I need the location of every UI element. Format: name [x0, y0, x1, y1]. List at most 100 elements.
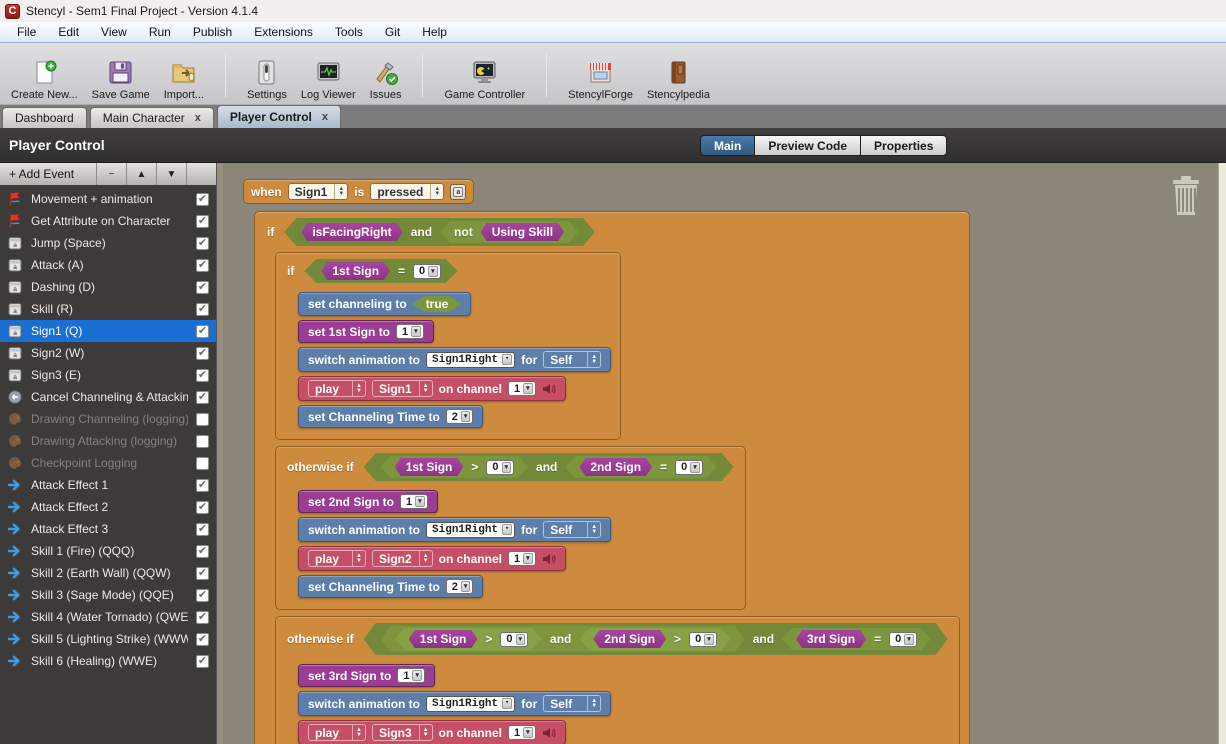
event-item-get-attribute-on-character[interactable]: Get Attribute on Character — [0, 210, 216, 232]
value-dropdown[interactable]: 2 ▾ — [445, 579, 474, 594]
event-item-skill-5-lighting-strike-www[interactable]: Skill 5 (Lighting Strike) (WWW) — [0, 628, 216, 650]
close-icon[interactable]: x — [321, 111, 329, 123]
event-checkbox[interactable] — [196, 236, 209, 250]
key-state-dropdown[interactable]: pressed ▲ ▼ — [370, 183, 445, 200]
event-item-sign1-q[interactable]: a Sign1 (Q) — [0, 320, 216, 342]
play-mode-dropdown[interactable]: play ▲ ▼ — [308, 724, 366, 741]
play-mode-dropdown[interactable]: play ▲ ▼ — [308, 380, 366, 397]
event-checkbox[interactable] — [196, 522, 209, 536]
equals-condition[interactable]: 3rd Sign = 0 ▾ — [782, 628, 931, 650]
event-checkbox[interactable] — [196, 412, 209, 426]
value-dropdown[interactable]: 0 ▾ — [486, 460, 514, 475]
and-condition[interactable]: 1st Sign > 0 ▾ and 2nd Sign = 0 ▾ — [364, 453, 734, 481]
set-channeling-time-block[interactable]: set Channeling Time to 2 ▾ — [298, 405, 484, 428]
otherwise-if-block-2[interactable]: otherwise if 1st Sign > 0 ▾ and 2n — [275, 616, 960, 744]
set-second-sign-block[interactable]: set 2nd Sign to 1 ▾ — [298, 490, 438, 513]
event-item-skill-6-healing-wwe[interactable]: Skill 6 (Healing) (WWE) — [0, 650, 216, 672]
tab-main-character[interactable]: Main Character x — [89, 107, 214, 128]
move-event-up-button[interactable]: ▲ — [126, 163, 156, 185]
sound-dropdown[interactable]: Sign3 ▲ ▼ — [372, 724, 433, 741]
channel-dropdown[interactable]: 1 ▾ — [507, 381, 536, 396]
vertical-scrollbar[interactable] — [1218, 163, 1226, 744]
value-dropdown[interactable]: 2 ▾ — [445, 409, 474, 424]
event-checkbox[interactable] — [196, 588, 209, 602]
import-button[interactable]: Import... — [157, 59, 211, 101]
animation-dropdown[interactable]: Sign1Right ▾ — [426, 695, 516, 712]
preview-code-button[interactable]: Preview Code — [755, 135, 862, 156]
event-checkbox[interactable] — [196, 632, 209, 646]
play-sound-block[interactable]: play ▲ ▼ Sign2 ▲ ▼ on channel 1 ▾ — [298, 546, 566, 571]
greater-condition[interactable]: 1st Sign > 0 ▾ — [381, 456, 528, 478]
set-channeling-time-block[interactable]: set Channeling Time to 2 ▾ — [298, 575, 484, 598]
key-dropdown[interactable]: Sign1 ▲ ▼ — [287, 183, 349, 200]
event-item-cancel-channeling-attacking[interactable]: Cancel Channeling & Attacking — [0, 386, 216, 408]
actor-dropdown[interactable]: Self ▲ ▼ — [543, 695, 602, 712]
event-item-skill-r[interactable]: a Skill (R) — [0, 298, 216, 320]
event-item-jump-space[interactable]: a Jump (Space) — [0, 232, 216, 254]
event-item-skill-1-fire-qqq[interactable]: Skill 1 (Fire) (QQQ) — [0, 540, 216, 562]
save-game-button[interactable]: Save Game — [85, 59, 157, 101]
event-checkbox[interactable] — [196, 346, 209, 360]
value-dropdown[interactable]: 0 ▾ — [500, 632, 528, 647]
switch-animation-block[interactable]: switch animation to Sign1Right ▾ for Self… — [298, 347, 612, 372]
event-item-checkpoint-logging[interactable]: Checkpoint Logging — [0, 452, 216, 474]
add-event-button[interactable]: + Add Event — [9, 167, 75, 181]
attribute-chip[interactable]: 1st Sign — [409, 630, 478, 648]
value-dropdown[interactable]: 1 ▾ — [400, 494, 428, 509]
play-sound-block[interactable]: play ▲ ▼ Sign3 ▲ ▼ on channel 1 ▾ — [298, 720, 566, 744]
main-view-button[interactable]: Main — [700, 135, 756, 156]
value-dropdown[interactable]: 0 ▾ — [413, 264, 441, 279]
value-dropdown[interactable]: 1 ▾ — [396, 324, 424, 339]
settings-button[interactable]: Settings — [240, 59, 294, 101]
trash-icon[interactable] — [1168, 175, 1204, 217]
not-condition[interactable]: not Using Skill — [440, 221, 578, 243]
if-first-sign-block[interactable]: if 1st Sign = 0 ▾ set channeling to true — [275, 252, 622, 440]
set-third-sign-block[interactable]: set 3rd Sign to 1 ▾ — [298, 664, 435, 687]
value-dropdown[interactable]: 0 ▾ — [675, 460, 703, 475]
channel-dropdown[interactable]: 1 ▾ — [507, 551, 536, 566]
menu-extensions[interactable]: Extensions — [254, 25, 313, 39]
event-item-skill-3-sage-mode-qqe[interactable]: Skill 3 (Sage Mode) (QQE) — [0, 584, 216, 606]
value-dropdown[interactable]: 1 ▾ — [397, 668, 425, 683]
remove-event-button[interactable]: − — [96, 163, 126, 185]
value-dropdown[interactable]: 0 ▾ — [889, 632, 917, 647]
attribute-chip[interactable]: Using Skill — [481, 223, 564, 241]
log-viewer-button[interactable]: Log Viewer — [294, 59, 363, 101]
menu-file[interactable]: File — [17, 25, 37, 39]
event-item-skill-4-water-tornado-qwe[interactable]: Skill 4 (Water Tornado) (QWE) — [0, 606, 216, 628]
issues-button[interactable]: Issues — [363, 59, 409, 101]
sound-dropdown[interactable]: Sign2 ▲ ▼ — [372, 550, 433, 567]
menu-edit[interactable]: Edit — [58, 25, 80, 39]
actor-dropdown[interactable]: Self ▲ ▼ — [543, 521, 602, 538]
sound-dropdown[interactable]: Sign1 ▲ ▼ — [372, 380, 433, 397]
tab-dashboard[interactable]: Dashboard — [2, 107, 87, 128]
attribute-chip[interactable]: 1st Sign — [321, 262, 390, 280]
create-new-button[interactable]: Create New... — [4, 59, 85, 101]
event-checkbox[interactable] — [196, 192, 209, 206]
event-checkbox[interactable] — [196, 544, 209, 558]
greater-condition[interactable]: 2nd Sign > 0 ▾ — [579, 628, 730, 650]
menu-git[interactable]: Git — [384, 25, 401, 39]
event-item-attack-a[interactable]: a Attack (A) — [0, 254, 216, 276]
block-canvas[interactable]: when Sign1 ▲ ▼ is pressed ▲ ▼ a if isFacin… — [223, 163, 1218, 744]
game-controller-button[interactable]: Game Controller — [437, 59, 532, 101]
event-item-drawing-attacking-logging[interactable]: Drawing Attacking (logging) — [0, 430, 216, 452]
greater-condition[interactable]: 1st Sign > 0 ▾ — [395, 628, 542, 650]
animation-dropdown[interactable]: Sign1Right ▾ — [426, 351, 516, 368]
event-checkbox[interactable] — [196, 368, 209, 382]
event-item-sign2-w[interactable]: a Sign2 (W) — [0, 342, 216, 364]
event-checkbox[interactable] — [196, 302, 209, 316]
attribute-chip[interactable]: 2nd Sign — [579, 458, 652, 476]
play-mode-dropdown[interactable]: play ▲ ▼ — [308, 550, 366, 567]
tab-player-control[interactable]: Player Control x — [216, 105, 342, 128]
attribute-chip[interactable]: 1st Sign — [395, 458, 464, 476]
actor-dropdown[interactable]: Self ▲ ▼ — [543, 351, 602, 368]
play-sound-block[interactable]: play ▲ ▼ Sign1 ▲ ▼ on channel 1 ▾ — [298, 376, 566, 401]
event-item-movement-animation[interactable]: Movement + animation — [0, 188, 216, 210]
menu-run[interactable]: Run — [148, 25, 171, 39]
equals-condition[interactable]: 1st Sign = 0 ▾ — [304, 259, 457, 283]
event-checkbox[interactable] — [196, 280, 209, 294]
event-checkbox[interactable] — [196, 456, 209, 470]
channel-dropdown[interactable]: 1 ▾ — [507, 725, 536, 740]
when-key-pressed-block[interactable]: when Sign1 ▲ ▼ is pressed ▲ ▼ a — [243, 179, 475, 204]
